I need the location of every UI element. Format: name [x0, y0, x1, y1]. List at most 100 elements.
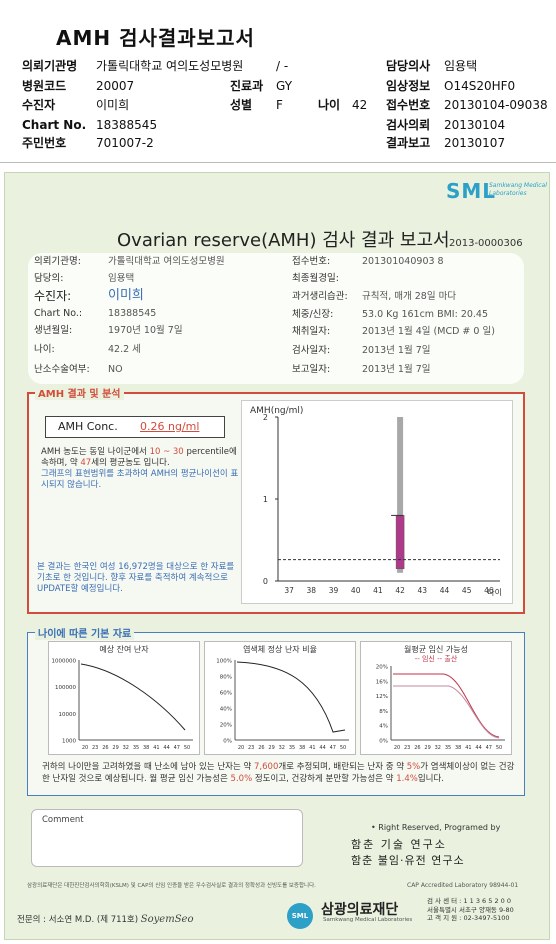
label: 담당의사: [386, 59, 431, 73]
x-tick-label: 38: [143, 745, 149, 751]
y-tick-label: 16%: [376, 679, 388, 685]
x-tick-label: 38: [299, 745, 305, 751]
value: 201301040903 8: [362, 256, 444, 267]
x-tick-label: 41: [153, 745, 159, 751]
x-tick-label: 23: [92, 745, 98, 751]
label: 보고일자:: [292, 364, 331, 375]
chart-title: 염색체 정상 난자 비율: [243, 645, 317, 654]
value: 규칙적, 매개 28일 마다: [362, 291, 457, 302]
amh-value: 0.26: [140, 420, 165, 433]
amh-analysis-text: AMH 농도는 동일 나이군에서 10 ~ 30 percentile에 속하며…: [41, 447, 241, 491]
y-tick-label: 0%: [223, 739, 232, 745]
report-header: AMH 검사결과보고서 의뢰기관명 가톨릭대학교 여의도성모병원 / - 담당의…: [0, 0, 556, 160]
chart-title: 월평균 임신 가능성: [404, 645, 468, 654]
report-sheet: SML Samkwang Medical Laboratories Ovaria…: [4, 172, 550, 940]
text: 개로 추정되며, 배란되는 난자 중 약: [278, 762, 405, 772]
y-tick-label: 1000: [62, 739, 76, 745]
pregnancy-line: [393, 673, 500, 738]
text: 가 염색체이상이 없는 건강한 난자일 것으로 예상됩니다. 월 평균 임신 가…: [42, 762, 515, 784]
amh-conc-box: AMH Conc. 0.26 ng/ml: [45, 416, 225, 438]
lab-name-2: 함춘 불임·유전 연구소: [351, 854, 465, 867]
y-tick-label: 100000: [55, 685, 76, 691]
value: 임용택: [108, 273, 135, 284]
value: 가톨릭대학교 여의도성모병원: [96, 59, 244, 73]
text: percentile에 속하며, 약: [41, 447, 237, 468]
y-axis-label: AMH(ng/ml): [250, 406, 303, 416]
label: 난소수술여부:: [34, 364, 90, 375]
y-tick-label: 40%: [220, 707, 232, 713]
label: 최종월경일:: [292, 273, 339, 284]
value: 1970년 10월 7일: [108, 325, 183, 336]
x-tick-label: 44: [475, 745, 481, 751]
label: 검사의뢰: [386, 118, 431, 132]
value: 이미희: [96, 98, 130, 112]
x-tick-label: 20: [238, 745, 244, 751]
x-tick-label: 29: [268, 745, 274, 751]
range-note: 그래프의 표현범위를 초과하여 AMH의 평균나이선이 표시되지 않습니다.: [41, 469, 239, 490]
value: 20007: [96, 79, 135, 93]
label: 검사일자:: [292, 345, 331, 356]
y-tick-label: 20%: [220, 723, 232, 729]
x-tick-label: 35: [445, 745, 451, 751]
value: 42.2 세: [108, 344, 141, 355]
org-name-en: Samkwang Medical Laboratories: [323, 917, 413, 923]
x-tick-label: 23: [404, 745, 410, 751]
org-logo-icon: SML: [287, 903, 313, 929]
remaining-eggs-chart: 예상 잔여 난자 1000000 100000 10000 1000 20 23 26 29 3…: [48, 641, 200, 755]
label: 병원코드: [22, 79, 67, 93]
y-tick-label: 2: [263, 413, 268, 422]
mini-chart-svg: 100% 80% 60% 40% 20% 0% 20 23 26 29 32 35 38 41 44 47 50: [216, 659, 349, 751]
value: NO: [108, 364, 123, 375]
value: 20130107: [444, 136, 506, 150]
label: 생년월일:: [34, 325, 73, 336]
value: 18388545: [108, 308, 157, 319]
x-tick-label: 32: [279, 745, 285, 751]
label: 의뢰기관명: [22, 59, 78, 73]
patient-name: 이미희: [108, 288, 144, 303]
header-row: 주민번호 701007-2 결과보고 20130107: [22, 134, 542, 152]
label: 채취일자:: [292, 326, 331, 337]
header-row: 수진자 이미희 성별 F 나이 42 접수번호 20130104-09038: [22, 96, 548, 114]
label: Chart No.: [22, 118, 87, 132]
comment-box: Comment: [31, 809, 303, 867]
x-tick-label: 37: [284, 586, 294, 595]
pregnancy-pct: 5.0%: [230, 774, 253, 784]
birth-pct: 1.4%: [396, 774, 418, 784]
label: 나이:: [34, 344, 55, 355]
value: 20130104: [444, 118, 506, 132]
x-tick-label: 41: [373, 586, 383, 595]
text: 세의 평균농도 입니다.: [91, 458, 170, 468]
label: 수진자:: [34, 289, 72, 303]
y-tick-label: 80%: [220, 675, 232, 681]
amh-conc-value: 0.26 ng/ml: [140, 417, 199, 437]
cap-text: CAP Accredited Laboratory 98944-01: [407, 882, 519, 889]
text: 귀하의 나이만을 고려하였을 때 난소에 남아 있는 난자는 약: [42, 762, 252, 772]
x-tick-label: 47: [486, 745, 492, 751]
patient-info-panel: 의뢰기관명: 가톨릭대학교 여의도성모병원 담당의: 임용택 수진자: 이미희 …: [28, 253, 524, 384]
x-tick-label: 41: [465, 745, 471, 751]
label: 임상정보: [386, 79, 431, 93]
y-tick-label: 1000000: [52, 659, 77, 665]
data-source-note: 본 결과는 한국인 여성 16,972명을 대상으로 한 자료를 기초로 한 것…: [37, 562, 235, 594]
value: 2013년 1월 4일 (MCD # 0 일): [362, 326, 495, 337]
amh-unit: ng/ml: [168, 420, 200, 433]
text: 정도이고, 건강하게 분만할 가능성은 약: [254, 774, 394, 784]
range-bar: [397, 417, 404, 573]
x-tick-label: 43: [418, 586, 428, 595]
x-axis-label: 나이: [487, 587, 502, 597]
remaining-eggs-line: [80, 663, 186, 731]
x-tick-label: 46: [484, 586, 494, 595]
org-address: 검 사 센 터 : 1 1 3 6 5 2 0 0 서울특별시 서초구 양재동 …: [427, 897, 514, 922]
mini-chart-svg: 1000000 100000 10000 1000 20 23 26 29 32 35 38 41 44…: [52, 659, 193, 751]
age-data-section: 예상 잔여 난자 1000000 100000 10000 1000 20 23 26 29 3…: [27, 632, 525, 796]
chart-legend: -- 임신 -- 출산: [414, 655, 458, 663]
amh-result-section: AMH Conc. 0.26 ng/ml AMH 농도는 동일 나이군에서 10…: [27, 392, 525, 614]
org-name: 삼광의료재단: [321, 902, 399, 918]
x-tick-label: 26: [414, 745, 420, 751]
x-tick-label: 32: [435, 745, 441, 751]
signer-name: 전문의 : 서소연 M.D. (제 711호): [17, 915, 139, 925]
x-tick-label: 50: [340, 745, 346, 751]
brand-subtitle: Samkwang Medical Laboratories: [489, 182, 547, 197]
label: 진료과: [230, 79, 264, 93]
